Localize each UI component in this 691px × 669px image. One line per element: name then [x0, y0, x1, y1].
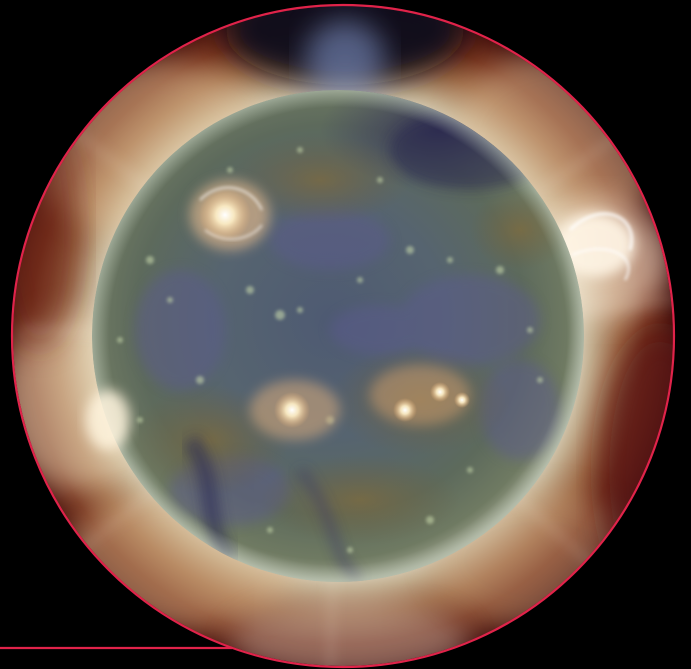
- frame-ring: [10, 3, 676, 669]
- solar-disk: [92, 90, 584, 582]
- right-limb-loop: [555, 212, 635, 281]
- left-limb-bright-spot: [86, 390, 130, 450]
